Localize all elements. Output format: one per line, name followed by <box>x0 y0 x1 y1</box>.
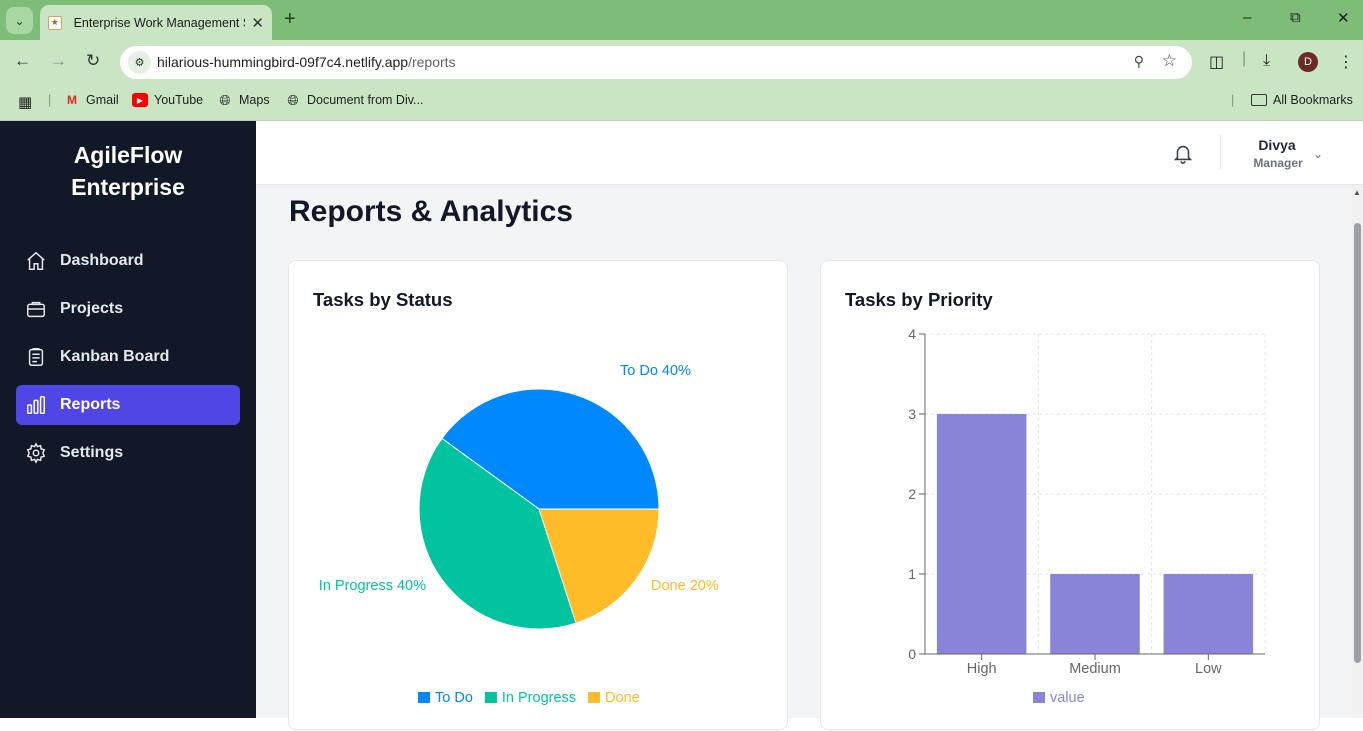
y-tick-label: 4 <box>908 326 916 342</box>
pie-slice-label: To Do 40% <box>620 363 691 379</box>
toolbar-divider: | <box>1242 50 1247 67</box>
site-info-icon[interactable]: ⚙ <box>128 51 151 74</box>
pie-slice-label: In Progress 40% <box>319 578 426 594</box>
chevron-down-icon[interactable]: ⌄ <box>1313 147 1324 161</box>
bookmarks-bar: ▦ | M Gmail ▶ YouTube 🌐︎ Maps 🌐︎ Documen… <box>0 84 1363 121</box>
globe-icon: 🌐︎ <box>287 91 299 108</box>
browser-tab[interactable]: ★ Enterprise Work Management S ✕ <box>40 5 272 40</box>
download-icon[interactable]: ⤓ <box>1263 52 1271 69</box>
header-divider <box>1220 135 1221 169</box>
legend-label[interactable]: value <box>1050 690 1085 706</box>
sidebar-item-settings[interactable]: Settings <box>16 433 240 473</box>
y-tick-label: 0 <box>908 646 916 662</box>
legend-swatch <box>484 692 497 703</box>
priority-chart-card: Tasks by Priority 0 1 2 3 4 High Medium Low valu… <box>820 260 1320 730</box>
gear-icon <box>24 441 48 465</box>
menu-kebab-icon[interactable]: ⋮ <box>1338 54 1354 71</box>
y-tick-label: 2 <box>908 486 916 502</box>
extensions-icon[interactable]: ◫ <box>1209 54 1225 71</box>
restore-icon[interactable]: ⧉ <box>1290 9 1301 26</box>
pie-slice-done[interactable] <box>538 508 660 624</box>
bar-medium[interactable] <box>1050 574 1140 654</box>
all-bookmarks[interactable]: All Bookmarks <box>1251 93 1353 107</box>
legend-label[interactable]: Done <box>605 690 640 706</box>
bookmark-youtube[interactable]: ▶ YouTube <box>132 93 203 107</box>
legend-swatch <box>1033 692 1045 703</box>
sidebar-item-label: Kanban Board <box>60 348 170 365</box>
new-tab-icon[interactable]: + <box>284 8 296 30</box>
top-header: Divya Manager ⌄ <box>256 121 1363 185</box>
sidebar-item-kanban-board[interactable]: Kanban Board <box>16 337 240 377</box>
back-icon[interactable]: ← <box>14 51 31 70</box>
globe-icon: 🌐︎ <box>219 91 231 108</box>
profile-avatar[interactable]: D <box>1298 52 1318 72</box>
bookmark-maps[interactable]: 🌐︎ Maps <box>217 91 269 108</box>
status-chart-card: Tasks by Status To Do 40% In Progress 40%… <box>288 260 788 730</box>
sidebar-item-label: Settings <box>60 444 124 461</box>
browser-toolbar: ← → ↻ ⚙ hilarious-hummingbird-09f7c4.net… <box>0 40 1363 84</box>
youtube-icon: ▶ <box>132 93 148 107</box>
pie-slice-in-progress[interactable] <box>418 437 577 630</box>
status-chart-title: Tasks by Status <box>313 289 453 310</box>
bar-low[interactable] <box>1163 574 1254 654</box>
tab-search-dropdown-icon[interactable]: ⌄ <box>6 7 33 34</box>
legend-swatch <box>588 692 601 703</box>
bookmarks-divider: | <box>1231 93 1235 107</box>
bell-icon[interactable] <box>1172 142 1194 164</box>
priority-chart-title: Tasks by Priority <box>845 289 993 310</box>
user-name[interactable]: Divya <box>1258 137 1296 153</box>
page-title: Reports & Analytics <box>289 195 573 228</box>
forward-icon[interactable]: → <box>50 51 67 70</box>
sidebar-item-label: Dashboard <box>60 252 144 269</box>
address-bar[interactable]: ⚙ hilarious-hummingbird-09f7c4.netlify.a… <box>120 46 1192 79</box>
x-tick-label: Medium <box>1069 661 1121 677</box>
status-pie-chart: To Do 40% In Progress 40% Done 20% To Do In … <box>319 363 719 706</box>
x-tick-label: High <box>967 661 997 677</box>
bookmark-gmail[interactable]: M Gmail <box>64 93 119 107</box>
sidebar-item-dashboard[interactable]: Dashboard <box>16 241 240 281</box>
bookmarks-divider: | <box>48 93 52 107</box>
browser-tab-bar: ⌄ ★ Enterprise Work Management S ✕ + – ⧉… <box>0 0 1363 40</box>
url-text[interactable]: hilarious-hummingbird-09f7c4.netlify.app… <box>157 54 456 70</box>
sidebar-item-projects[interactable]: Projects <box>16 289 240 329</box>
y-tick-label: 1 <box>908 566 916 582</box>
tab-close-icon[interactable]: ✕ <box>251 14 264 32</box>
legend-swatch <box>418 692 430 703</box>
scroll-up-icon[interactable]: ▲ <box>1353 188 1361 197</box>
close-window-icon[interactable]: ✕ <box>1337 10 1350 27</box>
password-key-icon[interactable]: ⚲ <box>1133 53 1144 69</box>
apps-grid-icon[interactable]: ▦ <box>18 94 33 111</box>
y-tick-label: 3 <box>908 406 916 422</box>
brand-logo: AgileFlow Enterprise <box>71 142 185 200</box>
minimize-icon[interactable]: – <box>1243 9 1252 26</box>
clipboard-icon <box>24 345 48 369</box>
legend-label[interactable]: To Do <box>435 690 473 706</box>
bookmark-document[interactable]: 🌐︎ Document from Div... <box>285 91 423 108</box>
bar-high[interactable] <box>936 414 1027 654</box>
bookmark-star-icon[interactable]: ☆ <box>1161 51 1177 70</box>
main-content: Reports & Analytics Tasks by Status To D… <box>256 185 1352 730</box>
sidebar-item-label: Reports <box>60 396 121 413</box>
pie-slice-label: Done 20% <box>651 578 719 594</box>
sidebar: AgileFlow Enterprise Dashboard Projects … <box>0 121 256 718</box>
bar-chart-icon <box>24 393 48 417</box>
gmail-icon: M <box>67 93 77 107</box>
pie-slice-to-do[interactable] <box>441 388 660 510</box>
legend-label[interactable]: In Progress <box>502 690 576 706</box>
priority-bar-chart: 0 1 2 3 4 High Medium Low value <box>908 326 1266 706</box>
scrollbar-thumb[interactable] <box>1354 223 1361 663</box>
tab-favicon-icon: ★ <box>48 15 62 30</box>
briefcase-icon <box>24 297 48 321</box>
home-icon <box>24 249 48 273</box>
folder-icon <box>1251 94 1267 106</box>
reload-icon[interactable]: ↻ <box>86 51 101 70</box>
page-scrollbar[interactable]: ▲ <box>1352 185 1363 718</box>
user-role: Manager <box>1253 156 1303 170</box>
sidebar-item-label: Projects <box>60 300 124 317</box>
sidebar-item-reports[interactable]: Reports <box>16 385 240 425</box>
x-tick-label: Low <box>1195 661 1222 677</box>
tab-title: Enterprise Work Management S <box>73 15 246 30</box>
